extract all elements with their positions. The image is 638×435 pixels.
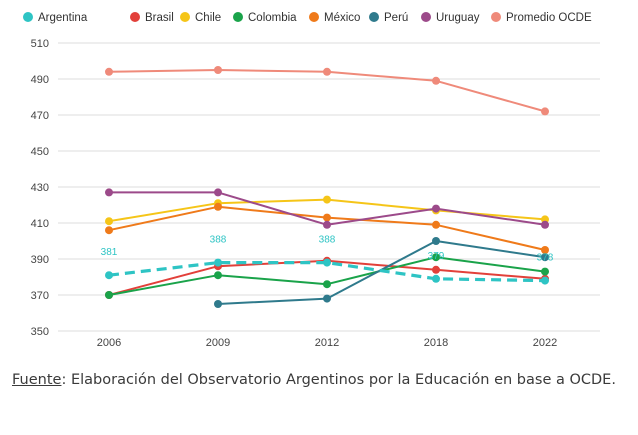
y-tick-label: 350: [31, 326, 49, 338]
data-point-promedio-ocde: [105, 67, 113, 76]
legend-item-per-: Perú: [369, 12, 408, 24]
legend-item-argentina: Argentina: [23, 12, 88, 24]
data-point-m-xico: [432, 220, 440, 229]
data-label-argentina: 379: [428, 251, 445, 262]
data-point-chile: [105, 217, 113, 226]
x-tick-label: 2012: [315, 337, 339, 349]
legend-label: Perú: [384, 12, 408, 24]
series-uruguay: [105, 188, 549, 229]
data-point-colombia: [323, 280, 331, 289]
data-point-m-xico: [323, 213, 331, 222]
data-label-argentina: 381: [101, 247, 118, 258]
data-point-uruguay: [214, 188, 222, 197]
y-tick-label: 410: [31, 218, 49, 230]
data-point-uruguay: [432, 204, 440, 213]
series-line-argentina: [108, 261, 546, 283]
legend-label: Promedio OCDE: [506, 12, 592, 24]
legend-marker: [309, 12, 319, 22]
legend-item-m-xico: México: [309, 12, 360, 24]
data-point-argentina: [214, 258, 222, 267]
legend-label: México: [324, 12, 360, 24]
series-m-xico: [105, 202, 549, 254]
series-line-promedio-ocde: [108, 69, 546, 113]
legend: Argentina Brasil Chile Colombia México Perú Ur…: [23, 12, 592, 24]
legend-marker: [233, 12, 243, 22]
data-point-per-: [432, 237, 440, 245]
y-tick-label: 450: [31, 146, 49, 158]
data-point-m-xico: [214, 202, 222, 211]
data-point-m-xico: [541, 246, 549, 254]
x-tick-label: 2006: [97, 337, 121, 349]
series-argentina: [105, 258, 549, 285]
legend-label: Uruguay: [436, 12, 480, 24]
y-axis: 350 370 390 410 430 450 470 490 510: [31, 38, 49, 338]
legend-label: Argentina: [38, 12, 88, 24]
data-point-brasil: [432, 265, 440, 274]
data-point-argentina: [432, 274, 440, 283]
data-point-argentina: [323, 258, 331, 267]
data-point-argentina: [541, 276, 549, 285]
y-tick-label: 490: [31, 74, 49, 86]
x-axis: 2006 2009 2012 2018 2022: [97, 337, 557, 349]
series-per-: [214, 237, 549, 308]
data-point-uruguay: [105, 188, 113, 197]
source-note: Fuente: Elaboración del Observatorio Arg…: [12, 372, 616, 388]
data-point-promedio-ocde: [541, 107, 549, 116]
data-label-argentina: 388: [210, 235, 227, 246]
data-point-per-: [214, 300, 222, 308]
legend-marker: [23, 12, 33, 22]
data-point-argentina: [105, 271, 113, 280]
series-promedio-ocde: [105, 66, 549, 116]
data-point-colombia: [432, 253, 440, 262]
x-tick-label: 2009: [206, 337, 230, 349]
data-label-argentina: 378: [537, 253, 554, 264]
legend-item-uruguay: Uruguay: [421, 12, 480, 24]
data-point-colombia: [541, 267, 549, 276]
data-point-colombia: [105, 291, 113, 299]
data-point-promedio-ocde: [323, 67, 331, 76]
y-tick-label: 390: [31, 254, 49, 266]
legend-item-chile: Chile: [180, 12, 221, 24]
data-labels: 381 388 388 379 378: [101, 235, 554, 264]
series-group: [105, 66, 549, 308]
data-point-promedio-ocde: [432, 76, 440, 85]
y-tick-label: 470: [31, 110, 49, 122]
grid-lines: [58, 42, 600, 332]
source-label: Fuente: [12, 372, 62, 388]
legend-item-brasil: Brasil: [130, 12, 174, 24]
line-chart: 350 370 390 410 430 450 470 490 510 2006 2009 2012…: [23, 12, 600, 349]
legend-marker: [180, 12, 190, 22]
data-point-colombia: [214, 271, 222, 280]
y-tick-label: 510: [31, 38, 49, 50]
series-colombia: [105, 253, 549, 299]
data-point-chile: [323, 195, 331, 204]
data-point-m-xico: [105, 226, 113, 235]
data-point-uruguay: [541, 220, 549, 229]
legend-item-promedio-ocde: Promedio OCDE: [491, 12, 592, 24]
y-tick-label: 430: [31, 182, 49, 194]
legend-marker: [130, 12, 140, 22]
legend-label: Brasil: [145, 12, 174, 24]
x-tick-label: 2018: [424, 337, 448, 349]
x-tick-label: 2022: [533, 337, 557, 349]
legend-marker: [369, 12, 379, 22]
legend-marker: [421, 12, 431, 22]
data-point-promedio-ocde: [214, 66, 222, 74]
data-point-per-: [323, 294, 331, 303]
legend-marker: [491, 12, 501, 22]
legend-label: Chile: [195, 12, 221, 24]
source-text: : Elaboración del Observatorio Argentino…: [61, 372, 616, 388]
legend-label: Colombia: [248, 12, 297, 24]
y-tick-label: 370: [31, 290, 49, 302]
legend-item-colombia: Colombia: [233, 12, 297, 24]
data-label-argentina: 388: [319, 235, 336, 246]
data-point-uruguay: [323, 220, 331, 229]
data-point-per-: [541, 253, 549, 262]
